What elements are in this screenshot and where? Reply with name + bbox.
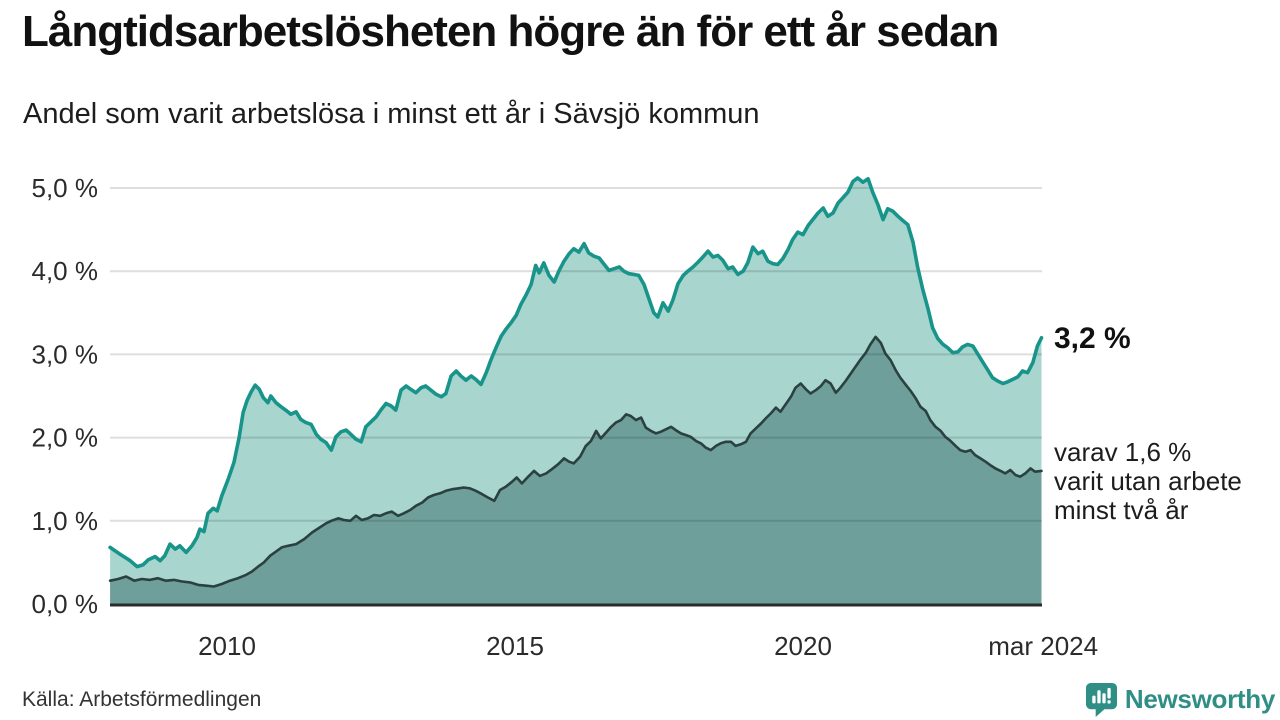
- y-axis-tick-label: 4,0 %: [32, 256, 99, 286]
- x-axis-tick-label: 2020: [774, 631, 832, 661]
- series-line-minst-tva-ar: [108, 335, 1043, 588]
- y-axis-tick-label: 5,0 %: [32, 173, 99, 203]
- source-note: Källa: Arbetsförmedlingen: [22, 688, 262, 711]
- series-area-minst-tva-ar: [110, 336, 1042, 604]
- x-axis-tick-label: 2015: [486, 631, 544, 661]
- series-line-minst-ett-ar: [108, 176, 1044, 569]
- newsworthy-logo-text: Newsworthy: [1124, 684, 1275, 714]
- y-axis-tick-label: 1,0 %: [32, 506, 99, 536]
- y-axis-tick-label: 0,0 %: [32, 589, 99, 619]
- annotation-two-year-note: varav 1,6 % varit utan arbete minst två år: [1054, 437, 1242, 525]
- page-subtitle: Andel som varit arbetslösa i minst ett å…: [23, 98, 760, 130]
- x-axis-tick-label: 2010: [198, 631, 256, 661]
- newsworthy-brand: Newsworthy: [1085, 682, 1275, 717]
- x-axis-tick-label: mar 2024: [988, 631, 1098, 661]
- y-axis-tick-label: 3,0 %: [32, 339, 99, 369]
- annotation-latest-value: 3,2 %: [1054, 322, 1131, 355]
- y-axis-tick-label: 2,0 %: [32, 423, 99, 453]
- newsworthy-logo-icon: [1085, 683, 1117, 717]
- page-title: Långtidsarbetslösheten högre än för ett …: [22, 7, 999, 56]
